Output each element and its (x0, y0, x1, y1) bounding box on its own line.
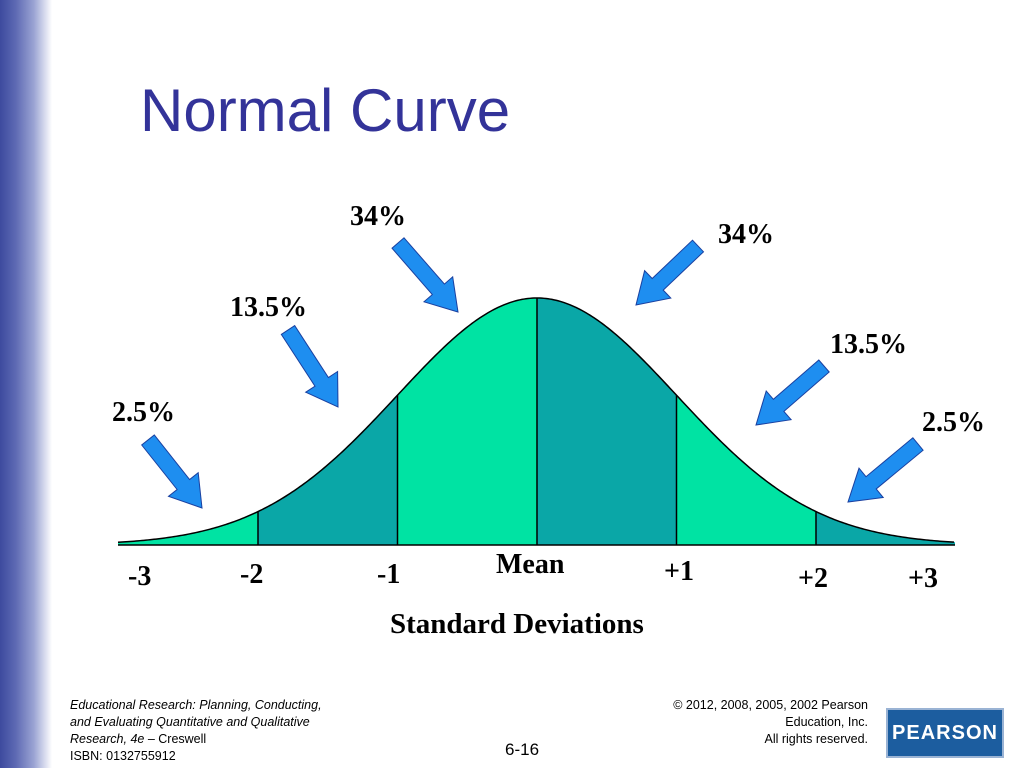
page-number: 6-16 (505, 740, 540, 759)
side-gradient-bar (0, 0, 52, 768)
percent-arrows (140, 237, 924, 509)
axis-tick-minus3: -3 (128, 561, 151, 592)
percent-label-right-center: 34% (718, 219, 774, 250)
curve-band-3 (397, 298, 537, 545)
curve-bands (118, 298, 955, 545)
citation-line-2: and Evaluating Quantitative and Qualitat… (70, 715, 310, 729)
arrow-right-tail (847, 437, 924, 503)
curve-band-1 (118, 511, 258, 545)
percent-label-right-tail: 2.5% (922, 407, 985, 438)
axis-tick-mean: Mean (496, 549, 565, 580)
citation-line-3: Research, 4e – Creswell (70, 731, 400, 748)
copyright-line-1: © 2012, 2008, 2005, 2002 Pearson (673, 698, 868, 712)
citation-title-end: Research, 4e – (70, 732, 155, 746)
pearson-logo: PEARSON (886, 708, 1004, 758)
percent-label-left-center: 34% (350, 201, 406, 232)
axis-tick-plus1: +1 (664, 556, 694, 587)
copyright-line-3: All rights reserved. (764, 732, 868, 746)
arrow-left-tail (140, 434, 203, 509)
citation-isbn: ISBN: 0132755912 (70, 749, 176, 763)
axis-title: Standard Deviations (390, 608, 644, 640)
footer-book-citation: Educational Research: Planning, Conducti… (70, 697, 400, 765)
curve-band-4 (537, 298, 677, 545)
arrow-left-mid (280, 324, 339, 408)
axis-tick-minus2: -2 (240, 559, 263, 590)
arrow-right-center (635, 239, 705, 306)
percent-label-left-mid: 13.5% (230, 292, 307, 323)
arrow-right-mid (755, 359, 830, 426)
citation-author: Creswell (158, 732, 207, 746)
band-dividers (257, 298, 817, 545)
axis-tick-plus3: +3 (908, 563, 938, 594)
pearson-logo-text: PEARSON (892, 721, 998, 744)
footer-copyright: © 2012, 2008, 2005, 2002 Pearson Educati… (568, 697, 868, 748)
slide-title: Normal Curve (140, 77, 511, 144)
citation-line-1: Educational Research: Planning, Conducti… (70, 698, 322, 712)
axis-tick-plus2: +2 (798, 563, 828, 594)
percent-label-left-tail: 2.5% (112, 397, 175, 428)
copyright-line-2: Education, Inc. (785, 715, 868, 729)
percent-label-right-mid: 13.5% (830, 329, 907, 360)
curve-band-6 (816, 511, 955, 545)
axis-tick-minus1: -1 (377, 559, 400, 590)
arrow-left-center (391, 237, 459, 313)
